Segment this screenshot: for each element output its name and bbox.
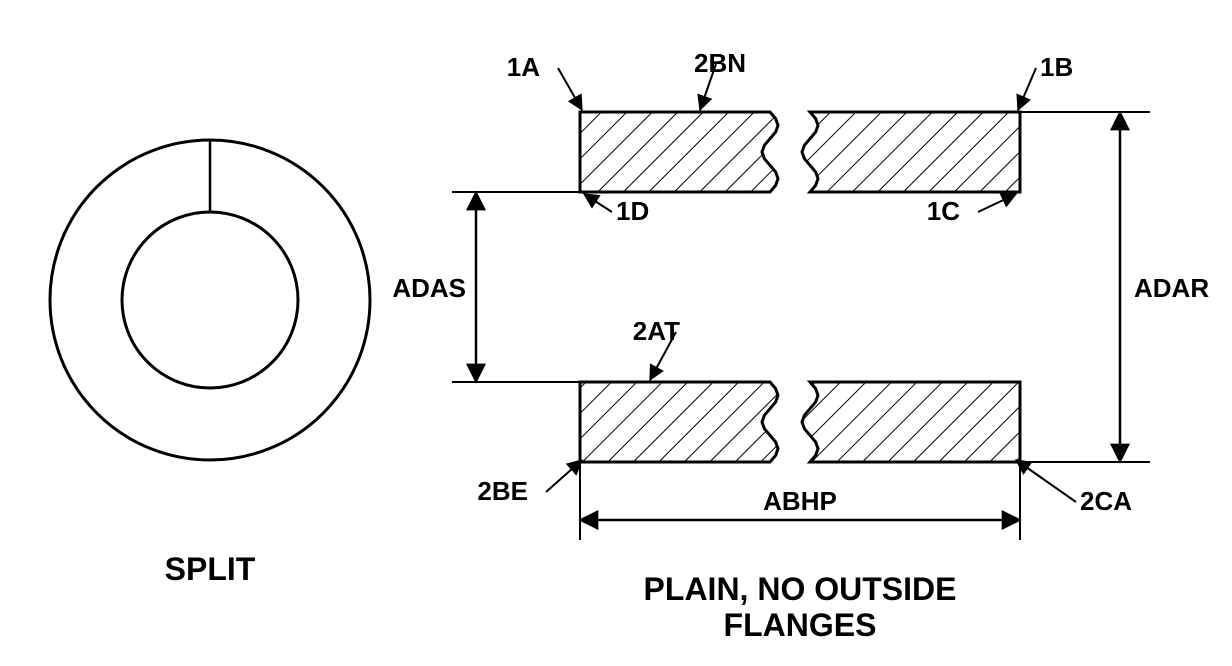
- label-1d: 1D: [616, 196, 649, 226]
- split-view: [50, 140, 370, 460]
- leader-1c: [978, 194, 1016, 212]
- wall-top-left: [580, 112, 778, 192]
- label-adar: ADAR: [1134, 273, 1209, 303]
- section-caption-1: PLAIN, NO OUTSIDE: [644, 571, 957, 607]
- leader-2ca: [1016, 460, 1076, 502]
- section-view: [580, 112, 1020, 462]
- wall-bottom-right: [802, 382, 1020, 462]
- leader-1d: [584, 194, 612, 212]
- label-1c: 1C: [927, 196, 960, 226]
- section-caption-2: FLANGES: [724, 607, 877, 643]
- label-2bn: 2BN: [694, 48, 746, 78]
- leader-1b: [1018, 68, 1036, 110]
- wall-top-right: [802, 112, 1020, 192]
- label-1b: 1B: [1040, 52, 1073, 82]
- leader-2be: [546, 460, 582, 492]
- label-adas: ADAS: [392, 273, 466, 303]
- split-caption: SPLIT: [165, 551, 256, 587]
- label-2at: 2AT: [633, 316, 680, 346]
- label-1a: 1A: [507, 52, 540, 82]
- leader-1a: [558, 68, 582, 110]
- label-2ca: 2CA: [1080, 486, 1132, 516]
- label-abhp: ABHP: [763, 486, 837, 516]
- label-2be: 2BE: [477, 476, 528, 506]
- inner-circle: [122, 212, 298, 388]
- wall-bottom-left: [580, 382, 778, 462]
